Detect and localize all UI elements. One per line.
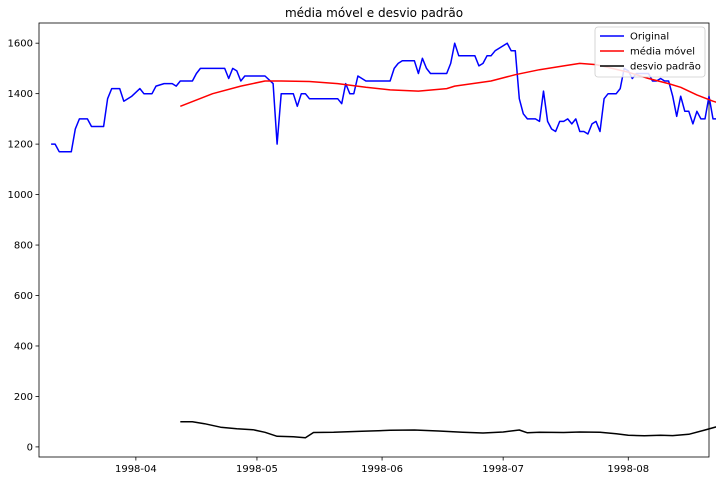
x-tick-label: 1998-08	[607, 464, 649, 475]
legend-label-desvio-padrao: desvio padrão	[630, 62, 701, 73]
y-tick-label: 200	[14, 392, 33, 403]
y-tick-label: 0	[27, 442, 33, 453]
series-line-desvio-padrao	[180, 420, 716, 439]
y-tick-label: 1600	[8, 39, 33, 50]
y-tick-label: 800	[14, 241, 33, 252]
legend-box	[594, 26, 706, 78]
legend-label-original: Original	[630, 32, 669, 43]
series-line-original	[51, 42, 716, 153]
y-tick-label: 1200	[8, 140, 33, 151]
legend-label-media-movel: média móvel	[630, 46, 695, 58]
plot-area	[38, 22, 710, 458]
x-axis: 1998-04 1998-05 1998-06 1998-07 1998-08	[115, 457, 649, 475]
y-tick-label: 1400	[8, 89, 33, 100]
y-tick-label: 400	[14, 341, 33, 352]
chart-title: média móvel e desvio padrão	[285, 6, 463, 20]
x-tick-label: 1998-04	[115, 464, 157, 475]
x-tick-label: 1998-07	[482, 464, 524, 475]
legend: Original média móvel desvio padrão	[594, 26, 706, 78]
y-tick-label: 600	[14, 291, 33, 302]
y-axis: 0 200 400 600 800 1000 1200 1400 1600	[8, 39, 39, 453]
x-tick-label: 1998-06	[361, 464, 403, 475]
y-tick-label: 1000	[8, 190, 33, 201]
plot-frame	[38, 22, 710, 458]
x-tick-label: 1998-05	[236, 464, 278, 475]
